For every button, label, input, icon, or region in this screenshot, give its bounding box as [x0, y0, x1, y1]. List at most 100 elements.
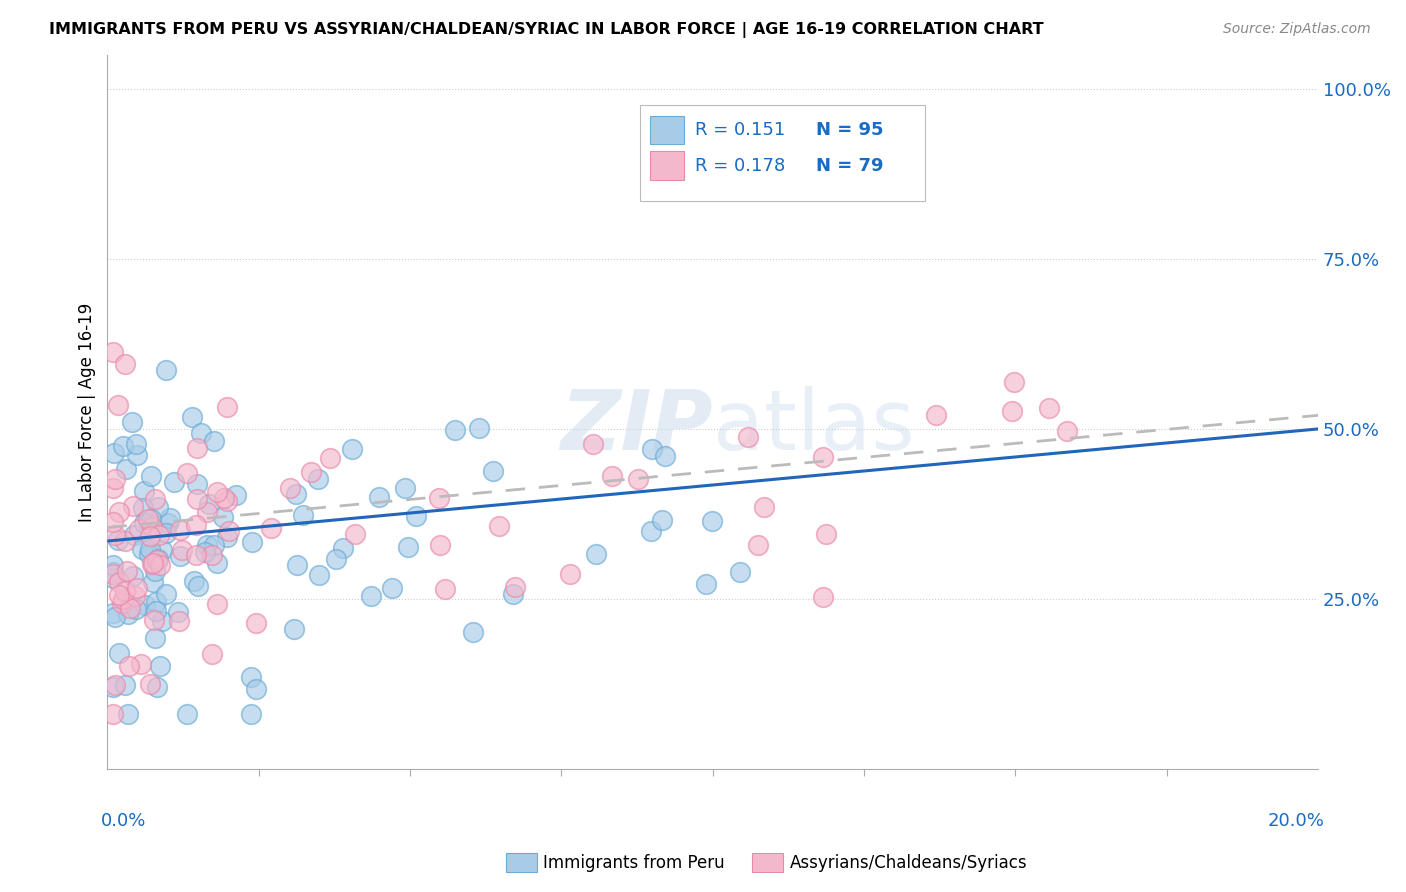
- Text: 0.0%: 0.0%: [101, 812, 146, 830]
- Point: [125, 602, 148, 616]
- Point: [124, 589, 146, 603]
- Point: [146, 553, 169, 567]
- Point: [1056, 424, 1078, 438]
- Point: [813, 590, 835, 604]
- Point: [503, 581, 526, 595]
- Point: [131, 657, 153, 672]
- Point: [482, 464, 505, 478]
- Point: [107, 505, 129, 519]
- Point: [429, 538, 451, 552]
- FancyBboxPatch shape: [640, 105, 925, 202]
- Point: [118, 600, 141, 615]
- Point: [118, 659, 141, 673]
- Point: [117, 707, 139, 722]
- Point: [278, 481, 301, 495]
- Point: [111, 596, 134, 610]
- Text: Immigrants from Peru: Immigrants from Peru: [543, 854, 724, 871]
- Point: [104, 678, 127, 692]
- Point: [201, 647, 224, 661]
- Point: [114, 358, 136, 372]
- Point: [115, 564, 138, 578]
- Point: [582, 437, 605, 451]
- Point: [215, 530, 238, 544]
- Point: [103, 345, 125, 359]
- Point: [381, 582, 404, 596]
- Point: [138, 512, 160, 526]
- Point: [141, 519, 163, 533]
- Point: [112, 592, 135, 607]
- Point: [368, 490, 391, 504]
- Text: N = 79: N = 79: [815, 157, 883, 175]
- Point: [169, 549, 191, 563]
- Point: [205, 597, 228, 611]
- Text: N = 95: N = 95: [815, 121, 883, 139]
- Text: R = 0.151: R = 0.151: [695, 121, 785, 139]
- Point: [107, 398, 129, 412]
- Point: [184, 518, 207, 533]
- Point: [700, 514, 723, 528]
- Point: [103, 565, 125, 579]
- Point: [143, 564, 166, 578]
- Point: [139, 512, 162, 526]
- Point: [103, 571, 125, 585]
- Point: [138, 547, 160, 561]
- Point: [139, 529, 162, 543]
- Point: [132, 516, 155, 530]
- Point: [260, 521, 283, 535]
- Point: [163, 475, 186, 489]
- Point: [143, 613, 166, 627]
- Point: [114, 533, 136, 548]
- Point: [128, 522, 150, 536]
- Point: [146, 552, 169, 566]
- Point: [145, 603, 167, 617]
- Point: [157, 516, 180, 530]
- Point: [114, 678, 136, 692]
- Text: ZIP: ZIP: [560, 385, 713, 467]
- Point: [138, 542, 160, 557]
- Point: [308, 568, 330, 582]
- Point: [292, 508, 315, 522]
- Point: [190, 425, 212, 440]
- Point: [125, 582, 148, 596]
- Point: [202, 434, 225, 449]
- Point: [149, 558, 172, 572]
- Point: [108, 588, 131, 602]
- Point: [299, 465, 322, 479]
- Point: [695, 576, 717, 591]
- Point: [176, 706, 198, 721]
- Point: [332, 541, 354, 555]
- Point: [225, 488, 247, 502]
- Point: [325, 551, 347, 566]
- Point: [654, 449, 676, 463]
- Point: [139, 469, 162, 483]
- Point: [146, 680, 169, 694]
- Point: [112, 439, 135, 453]
- Text: Assyrians/Chaldeans/Syriacs: Assyrians/Chaldeans/Syriacs: [790, 854, 1028, 871]
- Point: [396, 540, 419, 554]
- Point: [202, 539, 225, 553]
- Point: [142, 574, 165, 589]
- Point: [167, 605, 190, 619]
- Text: 20.0%: 20.0%: [1267, 812, 1324, 830]
- Point: [141, 558, 163, 572]
- Point: [925, 408, 948, 422]
- Point: [502, 586, 524, 600]
- Point: [103, 558, 125, 572]
- Point: [125, 448, 148, 462]
- Point: [211, 510, 233, 524]
- Point: [600, 469, 623, 483]
- Point: [197, 497, 219, 511]
- Point: [194, 545, 217, 559]
- Point: [1001, 403, 1024, 417]
- Point: [139, 677, 162, 691]
- Point: [145, 594, 167, 608]
- Point: [122, 528, 145, 542]
- Point: [104, 528, 127, 542]
- Point: [752, 500, 775, 514]
- Point: [488, 518, 510, 533]
- Point: [132, 484, 155, 499]
- Point: [747, 538, 769, 552]
- Point: [434, 582, 457, 597]
- Point: [150, 542, 173, 557]
- Point: [405, 509, 427, 524]
